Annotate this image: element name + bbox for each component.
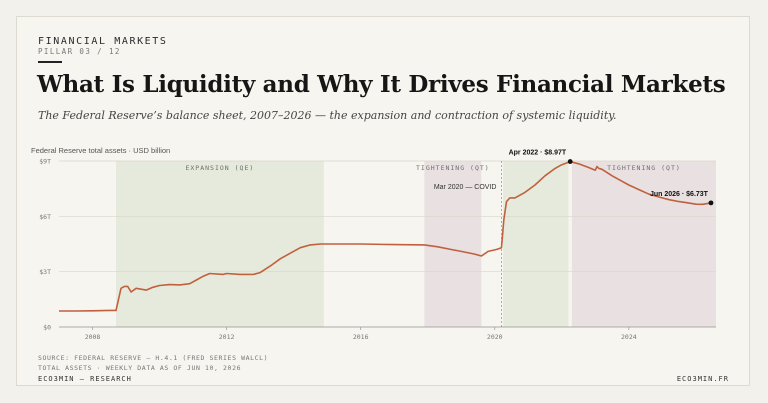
balance-sheet-chart: EXPANSION (QE) TIGHTENING (QT) TIGHTENING … (39, 150, 716, 341)
section-kicker: FINANCIAL MARKETS (38, 36, 168, 47)
title-rule (38, 61, 62, 63)
band-label-3: TIGHTENING (QT) (607, 164, 681, 172)
page-subtitle: The Federal Reserve’s balance sheet, 200… (38, 109, 617, 122)
band-label-1: TIGHTENING (QT) (416, 164, 490, 172)
source-note: SOURCE: FEDERAL RESERVE — H.4.1 (FRED SE… (38, 353, 268, 373)
covid-marker-label: Mar 2020 — COVID (434, 184, 497, 191)
annotations: Apr 2022 · $8.97T Jun 2026 · $6.73T (509, 150, 714, 206)
band-qt-1 (424, 161, 482, 327)
x-tick-label: 2020 (487, 333, 503, 341)
y-tick-labels: $0 $3T $6T $9T (39, 158, 51, 332)
x-tick-labels: 2008 2012 2016 2020 2024 (85, 327, 637, 341)
brand-left: ECO3MIN — RESEARCH (38, 375, 132, 383)
regime-bands: EXPANSION (QE) TIGHTENING (QT) TIGHTENING … (115, 161, 716, 327)
annotation-label-0: Apr 2022 · $8.97T (509, 150, 567, 157)
y-tick-label: $3T (39, 268, 51, 276)
x-tick-label: 2008 (85, 333, 101, 341)
x-tick-label: 2024 (621, 333, 637, 341)
y-tick-label: $6T (39, 213, 51, 221)
y-axis-label: Federal Reserve total assets · USD billi… (31, 146, 171, 155)
annotation-point-0 (567, 159, 573, 164)
series-lines (59, 160, 712, 312)
event-markers: Mar 2020 — COVID (434, 161, 502, 327)
x-tick-label: 2012 (219, 333, 235, 341)
y-tick-label: $0 (43, 324, 51, 332)
source-line-1: SOURCE: FEDERAL RESERVE — H.4.1 (FRED SE… (38, 354, 269, 362)
pillar-label: PILLAR 03 / 12 (38, 47, 121, 56)
source-line-2: TOTAL ASSETS · WEEKLY DATA AS OF JUN 10,… (38, 364, 242, 372)
gridlines (59, 160, 716, 328)
chart-card: FINANCIAL MARKETS PILLAR 03 / 12 What Is… (16, 16, 750, 386)
x-tick-label: 2016 (353, 333, 369, 341)
band-qe-0 (115, 161, 324, 327)
y-tick-label: $9T (39, 158, 51, 166)
band-qe-2 (503, 161, 569, 327)
band-qt-3 (571, 161, 716, 327)
band-label-0: EXPANSION (QE) (185, 164, 254, 172)
brand-right: ECO3MIN.FR (676, 375, 729, 383)
annotation-point-1 (708, 200, 714, 206)
annotation-label-1: Jun 2026 · $6.73T (650, 191, 709, 198)
series-line-0 (59, 160, 712, 312)
page-title: What Is Liquidity and Why It Drives Fina… (37, 71, 726, 98)
